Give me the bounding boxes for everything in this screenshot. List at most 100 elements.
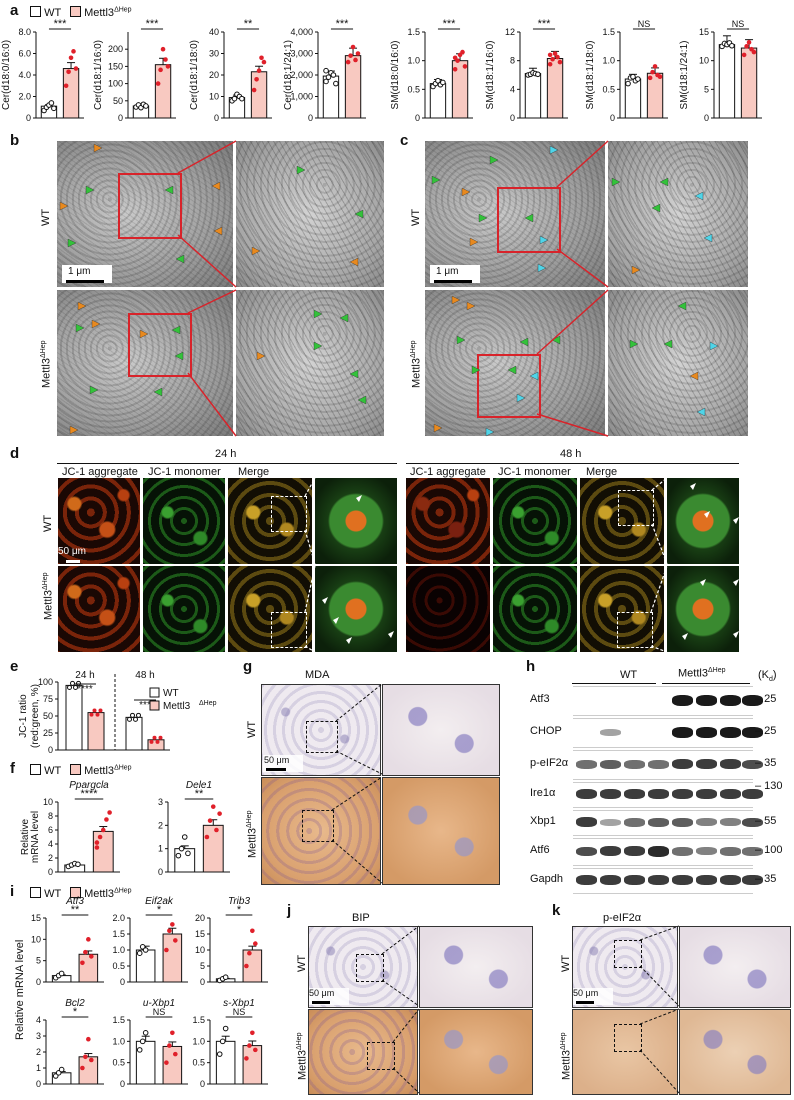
band-4-4 bbox=[672, 817, 693, 827]
d-scale-label: 50 μm bbox=[58, 546, 86, 557]
em-b-wt-roi bbox=[118, 173, 182, 239]
dot-f1-wt-3 bbox=[185, 850, 191, 857]
dot-i1-ko-0 bbox=[164, 947, 169, 953]
em-arrow-19 bbox=[69, 425, 79, 435]
em-connector-5 bbox=[556, 248, 609, 288]
em-arrow-26 bbox=[256, 351, 266, 361]
dot-i3-wt-2 bbox=[58, 1066, 65, 1073]
h-wt-line bbox=[572, 683, 656, 684]
band-3-3 bbox=[648, 789, 669, 800]
em-connector-3 bbox=[187, 372, 237, 437]
dot-i2-ko-3 bbox=[253, 941, 258, 946]
panel-label-f: f bbox=[10, 760, 15, 777]
blot-marker-0: – 25 bbox=[755, 693, 777, 705]
band-4-0 bbox=[576, 817, 597, 828]
legend-wt-swatch bbox=[30, 6, 41, 17]
y-tick-label-a6-2: 1.0 bbox=[602, 56, 615, 66]
band-1-4 bbox=[672, 727, 693, 738]
label-j-ko: Mettl3ΔHep bbox=[296, 1032, 309, 1081]
d-image-wt-5 bbox=[493, 478, 577, 564]
legend-ko-label: Mettl3 bbox=[84, 7, 115, 19]
band-3-6 bbox=[720, 789, 741, 800]
em-arrow-58 bbox=[709, 341, 719, 351]
em-arrow-15 bbox=[89, 385, 99, 395]
k-scale-bg bbox=[573, 988, 613, 1005]
em-arrow-9 bbox=[354, 209, 364, 219]
band-2-3 bbox=[648, 760, 669, 769]
band-1-7 bbox=[742, 727, 763, 738]
d-arrowheads bbox=[0, 0, 794, 660]
y-tick-label-i4-0: 0 bbox=[120, 1079, 125, 1089]
bar-f1-wt bbox=[174, 848, 196, 873]
dot-a4-wt-4 bbox=[440, 79, 446, 86]
chart-title-i0: Atf3 bbox=[65, 896, 84, 907]
dot-i3-ko-2 bbox=[86, 1036, 91, 1042]
em-arrow-10 bbox=[251, 246, 261, 256]
d-col-merge-48: Merge bbox=[586, 466, 618, 478]
dot-a5-ko-4 bbox=[557, 59, 563, 65]
dot-a4-ko-3 bbox=[460, 49, 465, 55]
y-tick-label-a0-0: 0 bbox=[26, 113, 31, 123]
em-arrow-51 bbox=[516, 393, 526, 403]
e-bar-0 bbox=[65, 684, 83, 751]
dot-i4-wt-2 bbox=[142, 1030, 149, 1036]
e-legend-ko-sup: ΔHep bbox=[199, 700, 217, 707]
chart-title-i4: u-Xbp1 bbox=[143, 998, 175, 1009]
dot-a0-ko-2 bbox=[68, 55, 74, 61]
y-tick-label-a2-2: 20 bbox=[209, 70, 219, 80]
y-tick-label-a1-4: 200 bbox=[108, 44, 123, 54]
d-image-wt-4 bbox=[406, 478, 490, 564]
d-arrowhead-0 bbox=[356, 495, 362, 502]
e-sig-line-label-48: 48 h bbox=[135, 670, 154, 681]
em-connector-7 bbox=[536, 413, 609, 437]
d-time-24: 24 h bbox=[215, 448, 237, 460]
y-tick-label-i1-2: 1.0 bbox=[112, 945, 125, 955]
dot-i5-wt-1 bbox=[219, 1038, 226, 1045]
sig-label-a6: NS bbox=[638, 19, 651, 29]
legend-ko-sup: ΔHep bbox=[114, 6, 132, 14]
y-label-a7: SM(d18:1/24:1) bbox=[679, 41, 690, 110]
panel-f-charts: 0 2 4 6 8 10 Relative Ppargcla**** mRNA level 0 1 2… bbox=[20, 780, 230, 877]
y-tick-label-i2-1: 5 bbox=[200, 961, 205, 971]
em-arrow-56 bbox=[689, 371, 699, 381]
y-tick-label-a3-0: 0 bbox=[308, 113, 313, 123]
k-ko-image bbox=[572, 1009, 678, 1095]
dot-a6-wt-0 bbox=[625, 80, 631, 87]
band-5-0 bbox=[576, 846, 597, 857]
band-2-1 bbox=[600, 759, 621, 769]
e-dot-1-3 bbox=[98, 708, 103, 713]
em-arrow-5 bbox=[211, 181, 221, 191]
band-5-7 bbox=[742, 847, 763, 856]
em-connector-6 bbox=[536, 289, 609, 355]
e-bar-1 bbox=[87, 712, 105, 751]
j-scalebar bbox=[312, 1001, 330, 1004]
dot-f0-ko-4 bbox=[107, 810, 112, 815]
dot-i4-ko-0 bbox=[164, 1060, 169, 1065]
sig-label-a3: *** bbox=[336, 18, 350, 30]
em-connector-0 bbox=[177, 140, 237, 174]
dot-a3-wt-4 bbox=[333, 80, 339, 87]
band-6-6 bbox=[720, 875, 741, 886]
dot-a3-wt-0 bbox=[323, 78, 329, 85]
j-ko-zoom bbox=[419, 1009, 533, 1095]
e-sig-1: *** bbox=[139, 700, 151, 711]
dot-a3-ko-1 bbox=[348, 53, 353, 58]
em-c-scalebar bbox=[434, 280, 472, 283]
sig-label-a2: ** bbox=[244, 18, 253, 30]
e-bar-2 bbox=[125, 716, 143, 751]
y-label-a2: Cer(d18:1/18:0) bbox=[189, 40, 200, 110]
y-tick-label-i1-0: 0 bbox=[120, 977, 125, 987]
y-tick-label-a7-3: 15 bbox=[699, 27, 709, 37]
y-tick-label-i3-3: 3 bbox=[36, 1031, 41, 1041]
em-arrow-53 bbox=[629, 339, 639, 349]
em-c-scalebar-bg bbox=[430, 265, 480, 283]
dot-a0-ko-1 bbox=[66, 69, 71, 75]
em-c-wt-zoom bbox=[608, 141, 748, 287]
y-label-f0: Relative bbox=[20, 819, 31, 856]
dot-i1-wt-2 bbox=[142, 947, 149, 953]
y-tick-label-f0-3: 6 bbox=[48, 825, 53, 835]
e-sig-0: **** bbox=[77, 684, 93, 695]
blot-label-0: Atf3 bbox=[530, 693, 550, 705]
y-tick-label-a3-4: 4,000 bbox=[290, 27, 313, 37]
sig-label-a5: *** bbox=[538, 18, 552, 30]
